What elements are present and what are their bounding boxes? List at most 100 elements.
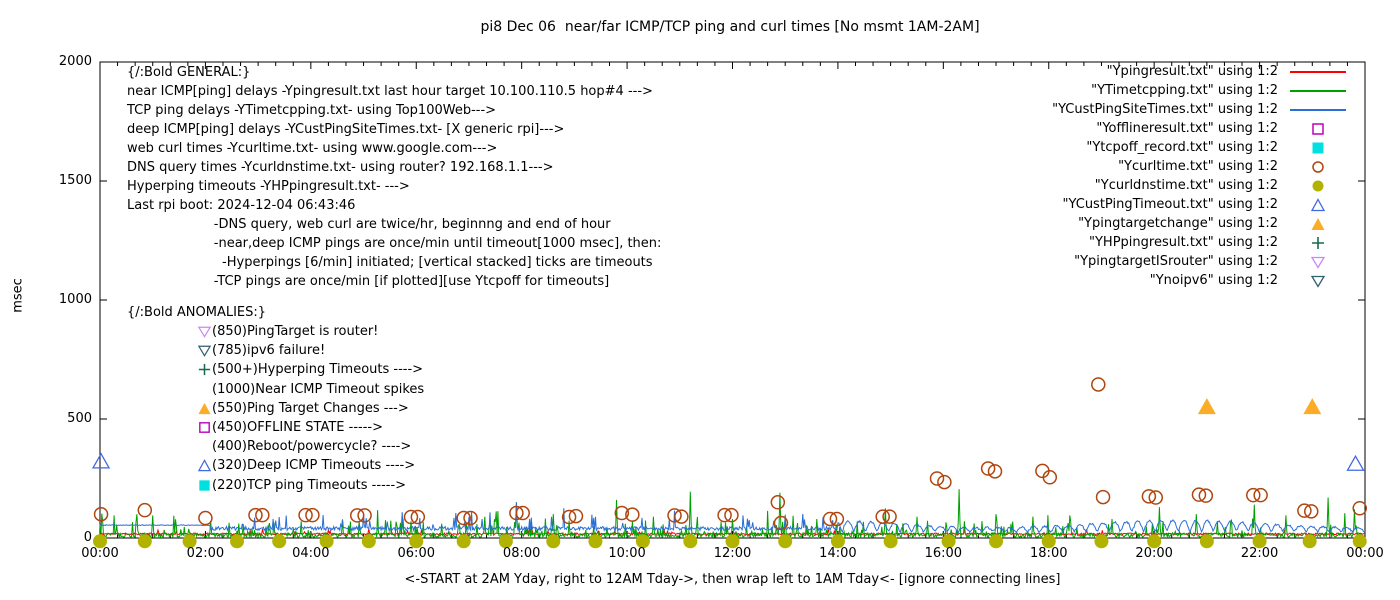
line-sample-icon <box>1290 70 1346 73</box>
points-ycurltime-txt <box>93 377 1367 531</box>
legend-swatch <box>1288 121 1348 137</box>
line-sample-icon <box>1290 89 1346 92</box>
legend-item: "Ypingresult.txt" using 1:2 <box>968 62 1348 81</box>
legend-item-label: "YCustPingSiteTimes.txt" using 1:2 <box>1052 102 1278 117</box>
x-tick-label: 08:00 <box>502 546 541 561</box>
general-annotations: {/:Bold GENERAL:} near ICMP[ping] delays … <box>127 63 661 291</box>
triangle-down-open-icon <box>197 345 212 358</box>
triangle-up-open-icon <box>1310 197 1326 211</box>
x-tick-label: 14:00 <box>819 546 857 561</box>
legend-swatch <box>1288 159 1348 175</box>
circle-open-icon <box>1312 160 1324 173</box>
legend-item: "Ycurltime.txt" using 1:2 <box>968 157 1348 176</box>
legend-item-label: "YpingtargetISrouter" using 1:2 <box>1074 254 1278 269</box>
general-line: deep ICMP[ping] delays -YCustPingSiteTim… <box>127 122 565 137</box>
anomaly-item: (450)OFFLINE STATE -----> <box>127 418 424 437</box>
no-icon <box>197 439 212 455</box>
x-axis-label: <-START at 2AM Yday, right to 12AM Tday-… <box>404 572 1061 587</box>
legend-item: "Ycurldnstime.txt" using 1:2 <box>968 176 1348 195</box>
plus-icon <box>1312 236 1324 249</box>
x-tick-label: 06:00 <box>397 546 435 561</box>
triangle-down-open-icon <box>197 343 212 359</box>
triangle-down-open-icon <box>197 324 212 340</box>
anomaly-text: (400)Reboot/powercycle? ----> <box>212 439 412 455</box>
legend-item: "YHPpingresult.txt" using 1:2 <box>968 233 1348 252</box>
legend-swatch <box>1288 70 1348 73</box>
x-tick-label: 12:00 <box>713 546 752 561</box>
general-line: Hyperping timeouts -YHPpingresult.txt- -… <box>127 179 410 194</box>
anomaly-text: (850)PingTarget is router! <box>212 324 379 340</box>
legend-item: "Yofflineresult.txt" using 1:2 <box>968 119 1348 138</box>
x-tick-label: 20:00 <box>1135 546 1173 561</box>
legend-item-label: "Ytcpoff_record.txt" using 1:2 <box>1086 140 1278 155</box>
series-ycustpingsitetimes-txt-line <box>99 502 1366 535</box>
anomaly-text: (320)Deep ICMP Timeouts ----> <box>212 458 416 474</box>
legend-swatch <box>1288 197 1348 213</box>
square-filled-icon <box>1312 142 1324 153</box>
legend-swatch <box>1288 235 1348 251</box>
legend-item-label: "Ycurldnstime.txt" using 1:2 <box>1094 178 1278 193</box>
general-line: -Hyperpings [6/min] initiated; [vertical… <box>127 255 653 270</box>
legend-swatch <box>1288 108 1348 111</box>
anomalies-title: {/:Bold ANOMALIES:} <box>127 305 267 320</box>
anomaly-text: (785)ipv6 failure! <box>212 343 326 359</box>
anomaly-text: (220)TCP ping Timeouts -----> <box>212 477 407 493</box>
general-line: -DNS query, web curl are twice/hr, begin… <box>127 217 611 232</box>
plus-icon <box>198 364 211 376</box>
legend-item-label: "YCustPingTimeout.txt" using 1:2 <box>1062 197 1278 212</box>
legend-swatch <box>1288 273 1348 289</box>
x-tick-label: 02:00 <box>186 546 225 561</box>
legend-item-label: "Ycurltime.txt" using 1:2 <box>1118 159 1278 174</box>
general-line: Last rpi boot: 2024-12-04 06:43:46 <box>127 198 356 213</box>
legend-swatch <box>1288 89 1348 92</box>
anomaly-item: (850)PingTarget is router! <box>127 322 424 341</box>
anomaly-text: (550)Ping Target Changes ---> <box>212 400 409 416</box>
anomaly-text: (500+)Hyperping Timeouts ----> <box>212 362 424 378</box>
anomaly-item: (400)Reboot/powercycle? ----> <box>127 437 424 456</box>
legend-item: "Ytcpoff_record.txt" using 1:2 <box>968 138 1348 157</box>
y-tick-label: 0 <box>83 530 92 545</box>
anomaly-text: (1000)Near ICMP Timeout spikes <box>212 381 425 397</box>
legend-swatch <box>1288 254 1348 270</box>
general-line: near ICMP[ping] delays -Ypingresult.txt … <box>127 84 653 99</box>
legend-item-label: "Yofflineresult.txt" using 1:2 <box>1096 121 1278 136</box>
y-tick-label: 500 <box>67 411 92 426</box>
legend-item-label: "Ynoipv6" using 1:2 <box>1149 273 1278 288</box>
y-tick-label: 1000 <box>58 292 92 307</box>
y-tick-label: 2000 <box>58 54 92 69</box>
legend-item: "YCustPingTimeout.txt" using 1:2 <box>968 195 1348 214</box>
points-ycustpingtimeout-txt <box>91 452 1365 471</box>
anomalies-annotations: {/:Bold ANOMALIES:} (850)PingTarget is ro… <box>127 303 424 495</box>
triangle-down-open-icon <box>1310 275 1326 288</box>
general-line: web curl times -Ycurltime.txt- using www… <box>127 141 498 156</box>
series-ytimetcpping-txt-line <box>99 489 1366 540</box>
x-tick-label: 16:00 <box>924 546 963 561</box>
x-tick-label: 04:00 <box>292 546 330 561</box>
general-title: {/:Bold GENERAL:} <box>127 65 251 80</box>
triangle-up-open-icon <box>197 458 212 474</box>
legend-item: "Ynoipv6" using 1:2 <box>968 271 1348 290</box>
circle-filled-icon <box>1312 180 1324 191</box>
line-sample-icon <box>1290 108 1346 111</box>
triangle-up-open-icon <box>197 459 212 472</box>
anomaly-item: (500+)Hyperping Timeouts ----> <box>127 360 424 379</box>
legend-item: "Ypingtargetchange" using 1:2 <box>968 214 1348 233</box>
square-open-icon <box>197 420 212 436</box>
legend-swatch <box>1288 216 1348 232</box>
anomaly-item: (785)ipv6 failure! <box>127 341 424 360</box>
legend-item: "YCustPingSiteTimes.txt" using 1:2 <box>968 100 1348 119</box>
general-line: -near,deep ICMP pings are once/min until… <box>127 236 662 251</box>
legend-item-label: "YTimetcpping.txt" using 1:2 <box>1091 83 1278 98</box>
triangle-up-filled-icon <box>1311 217 1325 230</box>
anomaly-item: (320)Deep ICMP Timeouts ----> <box>127 456 424 475</box>
anomaly-item: (550)Ping Target Changes ---> <box>127 399 424 418</box>
general-line: TCP ping delays -YTimetcpping.txt- using… <box>127 103 497 118</box>
legend-swatch <box>1288 178 1348 194</box>
legend-item: "YpingtargetISrouter" using 1:2 <box>968 252 1348 271</box>
triangle-down-open-icon <box>197 326 212 338</box>
square-filled-icon <box>199 479 210 491</box>
points-ypingtargetchange <box>1197 398 1322 415</box>
x-tick-label: 18:00 <box>1030 546 1068 561</box>
